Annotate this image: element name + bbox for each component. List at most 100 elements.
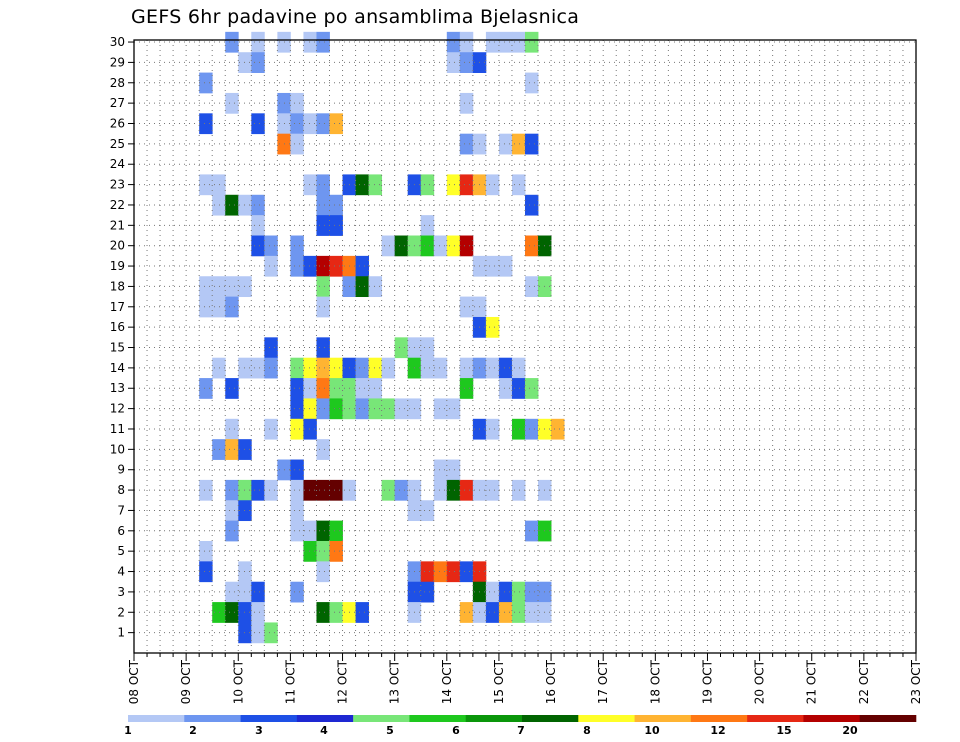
heatmap-cell: [225, 479, 239, 501]
heatmap-cell: [316, 357, 330, 379]
heatmap-cell: [459, 31, 474, 53]
heatmap-cell: [511, 174, 526, 196]
heatmap-cell: [459, 357, 474, 379]
heatmap-cell: [498, 357, 513, 379]
heatmap-cell: [511, 581, 526, 603]
colorbar-swatch: [578, 715, 635, 722]
heatmap-cell: [303, 540, 317, 562]
heatmap-cell: [525, 194, 539, 216]
heatmap-cell: [329, 520, 343, 542]
heatmap-cell: [446, 398, 461, 420]
x-tick-label: 17 OCT: [596, 659, 610, 704]
heatmap-cell: [485, 418, 500, 440]
heatmap-cell: [316, 174, 330, 196]
colorbar-swatch: [634, 715, 692, 722]
heatmap-cell: [511, 133, 526, 155]
x-tick-label: 19 OCT: [700, 659, 714, 704]
colorbar-label: 6: [452, 724, 460, 737]
heatmap-cell: [303, 479, 317, 501]
heatmap-cell: [329, 255, 343, 277]
heatmap-cell: [420, 500, 435, 522]
heatmap-cell: [485, 174, 500, 196]
colorbar-label: 4: [320, 724, 328, 737]
heatmap-cell: [511, 357, 526, 379]
heatmap-cell: [264, 357, 278, 379]
y-tick-label: 25: [110, 137, 125, 151]
heatmap-cell: [225, 439, 239, 460]
y-tick-label: 27: [110, 96, 125, 110]
x-tick-label: 10 OCT: [231, 659, 245, 704]
heatmap-cell: [381, 357, 396, 379]
heatmap-cell: [420, 235, 435, 257]
heatmap-cell: [459, 133, 474, 155]
heatmap-cell: [316, 540, 330, 562]
heatmap-cell: [498, 581, 513, 603]
heatmap-cell: [511, 479, 526, 501]
heatmap-cell: [316, 194, 330, 216]
heatmap-cell: [368, 174, 383, 196]
y-tick-label: 29: [110, 55, 125, 69]
colorbar-label: 3: [255, 724, 263, 737]
heatmap-cell: [459, 378, 474, 399]
y-tick-label: 14: [110, 361, 125, 375]
colorbar-label: 12: [710, 724, 725, 737]
heatmap-cell: [303, 418, 317, 440]
heatmap-cell: [316, 296, 330, 318]
heatmap-cell: [368, 357, 383, 379]
colorbar-label: 5: [386, 724, 394, 737]
heatmap-cell: [303, 31, 317, 53]
heatmap-cell: [199, 72, 213, 94]
heatmap-cell: [316, 602, 330, 623]
colorbar-label: 7: [517, 724, 525, 737]
heatmap-cell: [225, 296, 239, 318]
heatmap-cell: [199, 296, 213, 318]
heatmap-cell: [316, 31, 330, 53]
heatmap-cell: [264, 479, 278, 501]
heatmap-cell: [498, 133, 513, 155]
x-tick-label: 12 OCT: [336, 659, 350, 704]
heatmap-cell: [290, 398, 304, 420]
heatmap-cell: [290, 581, 304, 603]
y-tick-label: 22: [110, 198, 125, 212]
y-tick-label: 4: [117, 565, 125, 579]
heatmap-cell: [212, 276, 226, 298]
heatmap-cell: [355, 378, 369, 399]
y-tick-label: 28: [110, 76, 125, 90]
y-tick-label: 9: [117, 463, 125, 477]
heatmap-cell: [329, 479, 343, 501]
y-tick-label: 6: [117, 524, 125, 538]
heatmap-cell: [433, 561, 448, 583]
heatmap-cell: [525, 133, 539, 155]
heatmap-cell: [525, 276, 539, 298]
y-tick-label: 30: [110, 35, 125, 49]
heatmap-cell: [459, 174, 474, 196]
heatmap-cell: [212, 357, 226, 379]
heatmap-cell: [290, 479, 304, 501]
x-tick-label: 14 OCT: [440, 659, 454, 704]
heatmap-cell: [420, 581, 435, 603]
colorbar-label: 1: [124, 724, 132, 737]
heatmap-cell: [316, 215, 330, 236]
colorbar-swatch: [747, 715, 804, 722]
heatmap-cell: [290, 92, 304, 114]
heatmap-cell: [485, 255, 500, 277]
heatmap-cell: [316, 378, 330, 399]
y-tick-label: 1: [117, 626, 125, 640]
colorbar-label: 15: [776, 724, 791, 737]
heatmap-cell: [355, 276, 369, 298]
heatmap-cell: [446, 235, 461, 257]
heatmap-cell: [264, 337, 278, 359]
heatmap-cell: [329, 113, 343, 135]
heatmap-cell: [264, 418, 278, 440]
heatmap-cell: [459, 92, 474, 114]
heatmap-cell: [525, 378, 539, 399]
colorbar-swatch: [803, 715, 861, 722]
y-tick-label: 20: [110, 239, 125, 253]
heatmap-cell: [459, 235, 474, 257]
heatmap-cell: [446, 459, 461, 481]
heatmap-cell: [251, 581, 265, 603]
y-tick-label: 23: [110, 178, 125, 192]
heatmap-cell: [459, 479, 474, 501]
heatmap-cell: [303, 398, 317, 420]
heatmap-cell: [212, 296, 226, 318]
